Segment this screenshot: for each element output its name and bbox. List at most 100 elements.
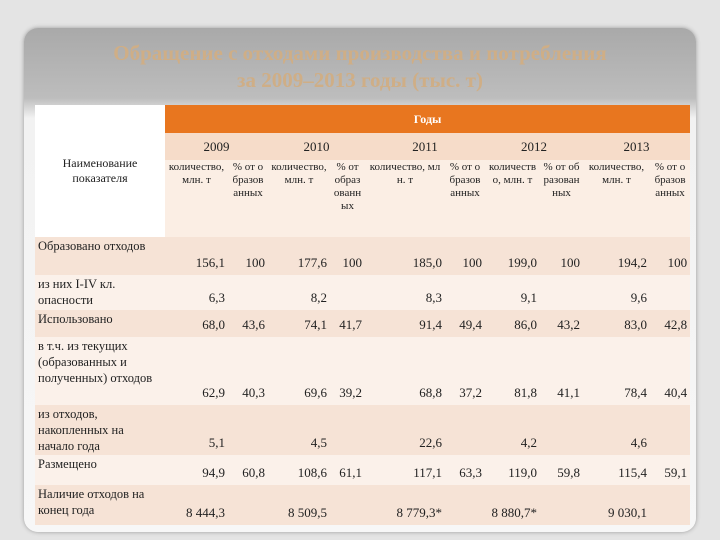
empty-cell (228, 275, 268, 310)
empty-cell (540, 405, 583, 455)
amount-cell: 156,1 (165, 237, 228, 275)
year-header: 2011 (365, 133, 485, 160)
percent-cell: 63,3 (445, 455, 485, 485)
amount-cell: 91,4 (365, 310, 445, 337)
year-row: 2009 2010 2011 2012 2013 (35, 133, 691, 160)
slide-title: Обращение с отходами производства и потр… (30, 40, 690, 94)
amount-cell: 69,6 (268, 337, 330, 405)
percent-cell: 41,7 (330, 310, 365, 337)
empty-cell (540, 275, 583, 310)
percent-header: % от образованных (540, 160, 583, 237)
percent-cell: 42,8 (650, 310, 691, 337)
amount-cell: 68,0 (165, 310, 228, 337)
header-row: Наименование показателя Годы (35, 105, 691, 237)
row-name: Размещено (35, 455, 165, 485)
amount-header: количество, млн. т (268, 160, 330, 237)
row-name: из отходов, накопленных на начало года (35, 405, 165, 455)
empty-cell (445, 275, 485, 310)
amount-cell: 185,0 (365, 237, 445, 275)
percent-cell: 100 (228, 237, 268, 275)
empty-cell (228, 485, 268, 525)
percent-cell: 59,8 (540, 455, 583, 485)
amount-cell: 117,1 (365, 455, 445, 485)
percent-cell: 60,8 (228, 455, 268, 485)
percent-cell: 59,1 (650, 455, 691, 485)
title-line: Обращение с отходами производства и потр… (113, 41, 607, 65)
subheader-row: количество, млн. т% от образованных колич… (35, 160, 691, 237)
amount-cell: 94,9 (165, 455, 228, 485)
empty-cell (330, 485, 365, 525)
years-header: Годы (165, 105, 691, 133)
percent-cell: 43,2 (540, 310, 583, 337)
percent-cell: 100 (650, 237, 691, 275)
amount-cell: 9,1 (485, 275, 540, 310)
empty-cell (330, 405, 365, 455)
percent-cell: 39,2 (330, 337, 365, 405)
year-header: 2010 (268, 133, 365, 160)
amount-header: количество, млн. т (485, 160, 540, 237)
row-name: Образовано отходов (35, 237, 165, 275)
amount-cell: 8 779,3* (365, 485, 445, 525)
amount-cell: 8,3 (365, 275, 445, 310)
data-row: в т.ч. из текущих (образованных и получе… (35, 337, 691, 405)
percent-cell: 40,4 (650, 337, 691, 405)
percent-cell: 100 (445, 237, 485, 275)
data-row: Использовано 68,0 43,6 74,1 41,7 91,4 49,4 86,0… (35, 310, 691, 337)
amount-cell: 4,2 (485, 405, 540, 455)
percent-header: % от образованных (330, 160, 365, 237)
percent-cell: 41,1 (540, 337, 583, 405)
percent-header: % от образованных (445, 160, 485, 237)
amount-cell: 22,6 (365, 405, 445, 455)
data-row: из отходов, накопленных на начало года 5,… (35, 405, 691, 455)
percent-cell: 37,2 (445, 337, 485, 405)
amount-cell: 177,6 (268, 237, 330, 275)
year-header: 2013 (583, 133, 691, 160)
amount-cell: 194,2 (583, 237, 650, 275)
amount-cell: 9,6 (583, 275, 650, 310)
data-row: Размещено 94,9 60,8 108,6 61,1 117,1 63,3 119,0… (35, 455, 691, 485)
data-row: Наличие отходов на конец года 8 444,3 8 50… (35, 485, 691, 525)
amount-header: количество, млн. т (583, 160, 650, 237)
percent-header: % от образованных (650, 160, 691, 237)
amount-cell: 119,0 (485, 455, 540, 485)
year-header: 2012 (485, 133, 583, 160)
amount-cell: 9 030,1 (583, 485, 650, 525)
amount-cell: 4,5 (268, 405, 330, 455)
empty-cell (540, 485, 583, 525)
amount-cell: 78,4 (583, 337, 650, 405)
percent-cell: 40,3 (228, 337, 268, 405)
percent-header: % от образованных (228, 160, 268, 237)
percent-cell: 61,1 (330, 455, 365, 485)
amount-cell: 74,1 (268, 310, 330, 337)
empty-cell (650, 405, 691, 455)
amount-header: количество, млн. т (365, 160, 445, 237)
amount-cell: 8 509,5 (268, 485, 330, 525)
data-row: Образовано отходов 156,1 100 177,6 100 185,0 1… (35, 237, 691, 275)
year-header: 2009 (165, 133, 268, 160)
amount-cell: 115,4 (583, 455, 650, 485)
amount-cell: 62,9 (165, 337, 228, 405)
amount-cell: 199,0 (485, 237, 540, 275)
amount-cell: 83,0 (583, 310, 650, 337)
percent-cell: 100 (540, 237, 583, 275)
row-name: Использовано (35, 310, 165, 337)
amount-cell: 4,6 (583, 405, 650, 455)
percent-cell: 100 (330, 237, 365, 275)
amount-cell: 68,8 (365, 337, 445, 405)
amount-cell: 8 444,3 (165, 485, 228, 525)
row-name: в т.ч. из текущих (образованных и получе… (35, 337, 165, 405)
row-name: из них I-IV кл. опасности (35, 275, 165, 310)
name-header: Наименование показателя (35, 105, 165, 237)
amount-cell: 5,1 (165, 405, 228, 455)
data-row: из них I-IV кл. опасности 6,3 8,2 8,3 9,1 9,6 (35, 275, 691, 310)
title-line: за 2009–2013 годы (тыс. т) (237, 68, 483, 92)
percent-cell: 43,6 (228, 310, 268, 337)
amount-cell: 8,2 (268, 275, 330, 310)
amount-cell: 108,6 (268, 455, 330, 485)
percent-cell: 49,4 (445, 310, 485, 337)
amount-header: количество, млн. т (165, 160, 228, 237)
row-name: Наличие отходов на конец года (35, 485, 165, 525)
empty-cell (445, 405, 485, 455)
empty-cell (330, 275, 365, 310)
